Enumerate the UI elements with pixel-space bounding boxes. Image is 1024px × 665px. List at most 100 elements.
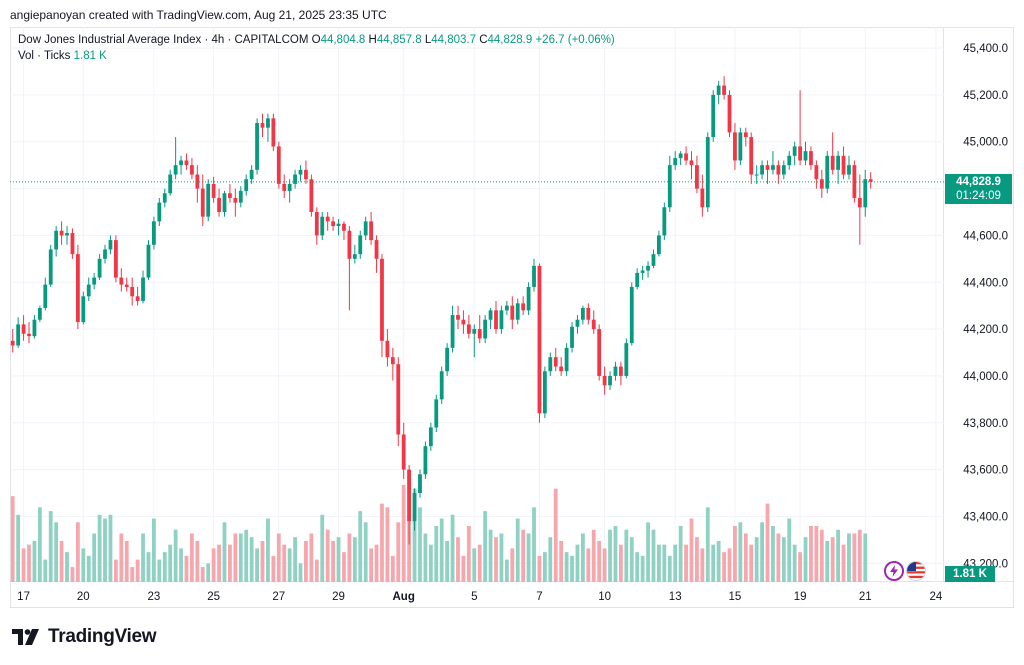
close-value: 44,828.9 [487,34,533,46]
volume-bar [271,555,276,582]
tradingview-logo[interactable]: TradingView [12,626,157,648]
time-tick-label: 5 [471,591,477,603]
volume-bar [847,533,851,582]
candle [727,90,732,138]
volume-bar [586,548,591,582]
low-label: L [424,34,432,46]
candle [439,366,444,405]
price-tick-label: 43,600.0 [963,465,1008,477]
candle [282,174,287,198]
candle [130,277,135,306]
volume-bar [244,529,249,582]
volume-bar [260,540,265,582]
volume-bar [173,529,178,582]
candle [754,165,759,184]
volume-bar [521,529,526,582]
volume-bar [657,544,661,582]
price-tick-label: 44,600.0 [963,230,1008,242]
candle [217,188,221,217]
volume-bar [570,555,574,582]
volume-bar [814,526,819,582]
volume-bar [37,507,42,582]
volume-bar [423,533,428,582]
candle [771,151,775,175]
volume-bar [743,533,748,582]
volume-bar [276,533,281,582]
candle [48,244,53,287]
candle [363,216,368,241]
volume-bar [673,544,678,582]
volume-bar [48,511,53,582]
candle [97,254,102,280]
time-axis[interactable] [10,582,1014,608]
candle [108,235,113,255]
candle [863,169,868,217]
candle [738,127,743,166]
candle [358,230,363,259]
us-flag-icon[interactable] [906,561,926,581]
candle [809,146,813,170]
candle [716,80,721,105]
volume-bar [124,540,129,582]
candle [374,235,379,273]
volume-bar [287,548,292,582]
volume-bar [510,548,515,582]
volume-bar [456,537,460,582]
volume-bar [59,540,64,582]
change-value: +26.7 (+0.06%) [535,34,615,46]
candle [570,322,574,353]
candle [10,329,15,353]
volume-bar [765,503,770,582]
volume-bar [369,548,374,582]
candle [325,212,330,231]
candle [678,151,683,166]
volume-bar [130,567,135,582]
volume-bar [81,548,86,582]
volume-bar [217,544,221,582]
volume-bar [542,552,547,582]
volume-bar [135,559,140,582]
time-tick-label: 19 [794,591,807,603]
time-tick-label: 10 [598,591,611,603]
candle [179,155,183,175]
tradingview-logo-icon [12,629,39,645]
candle [689,151,694,180]
volume-bar [390,555,395,582]
candle [776,160,781,184]
grid-lines [10,27,944,582]
volume-bar [472,548,477,582]
candle [37,305,42,323]
candle [553,347,558,372]
volume-bar [678,526,683,582]
volume-bar [222,522,227,582]
volume-bar [141,533,145,582]
symbol-name: Dow Jones Industrial Average Index · 4h … [18,34,309,46]
candle [434,394,439,433]
candle [743,127,748,147]
chart-pane[interactable] [10,27,944,582]
volume-bar [771,526,775,582]
volume-bar [238,533,243,582]
candle [733,123,737,170]
candle [510,296,515,330]
candle [195,165,200,203]
candle [749,132,754,184]
candle [602,366,607,395]
candle [559,357,564,376]
last-price-value: 44,828.9 [956,175,1001,188]
volume-bar [168,544,173,582]
lightning-icon[interactable] [884,561,904,581]
candle [542,366,547,419]
candle [260,113,265,138]
candles [10,76,873,545]
candlestick-chart[interactable]: 45,400.045,200.045,000.044,800.044,600.0… [0,0,1024,620]
candle [461,310,466,334]
volume-bar [727,548,732,582]
volume-bar [119,533,124,582]
price-tick-label: 43,800.0 [963,418,1008,430]
candle [847,155,851,180]
volume-bar [515,518,520,582]
volume-bar [179,548,183,582]
time-tick-label: Aug [393,591,415,603]
candle [456,305,460,330]
